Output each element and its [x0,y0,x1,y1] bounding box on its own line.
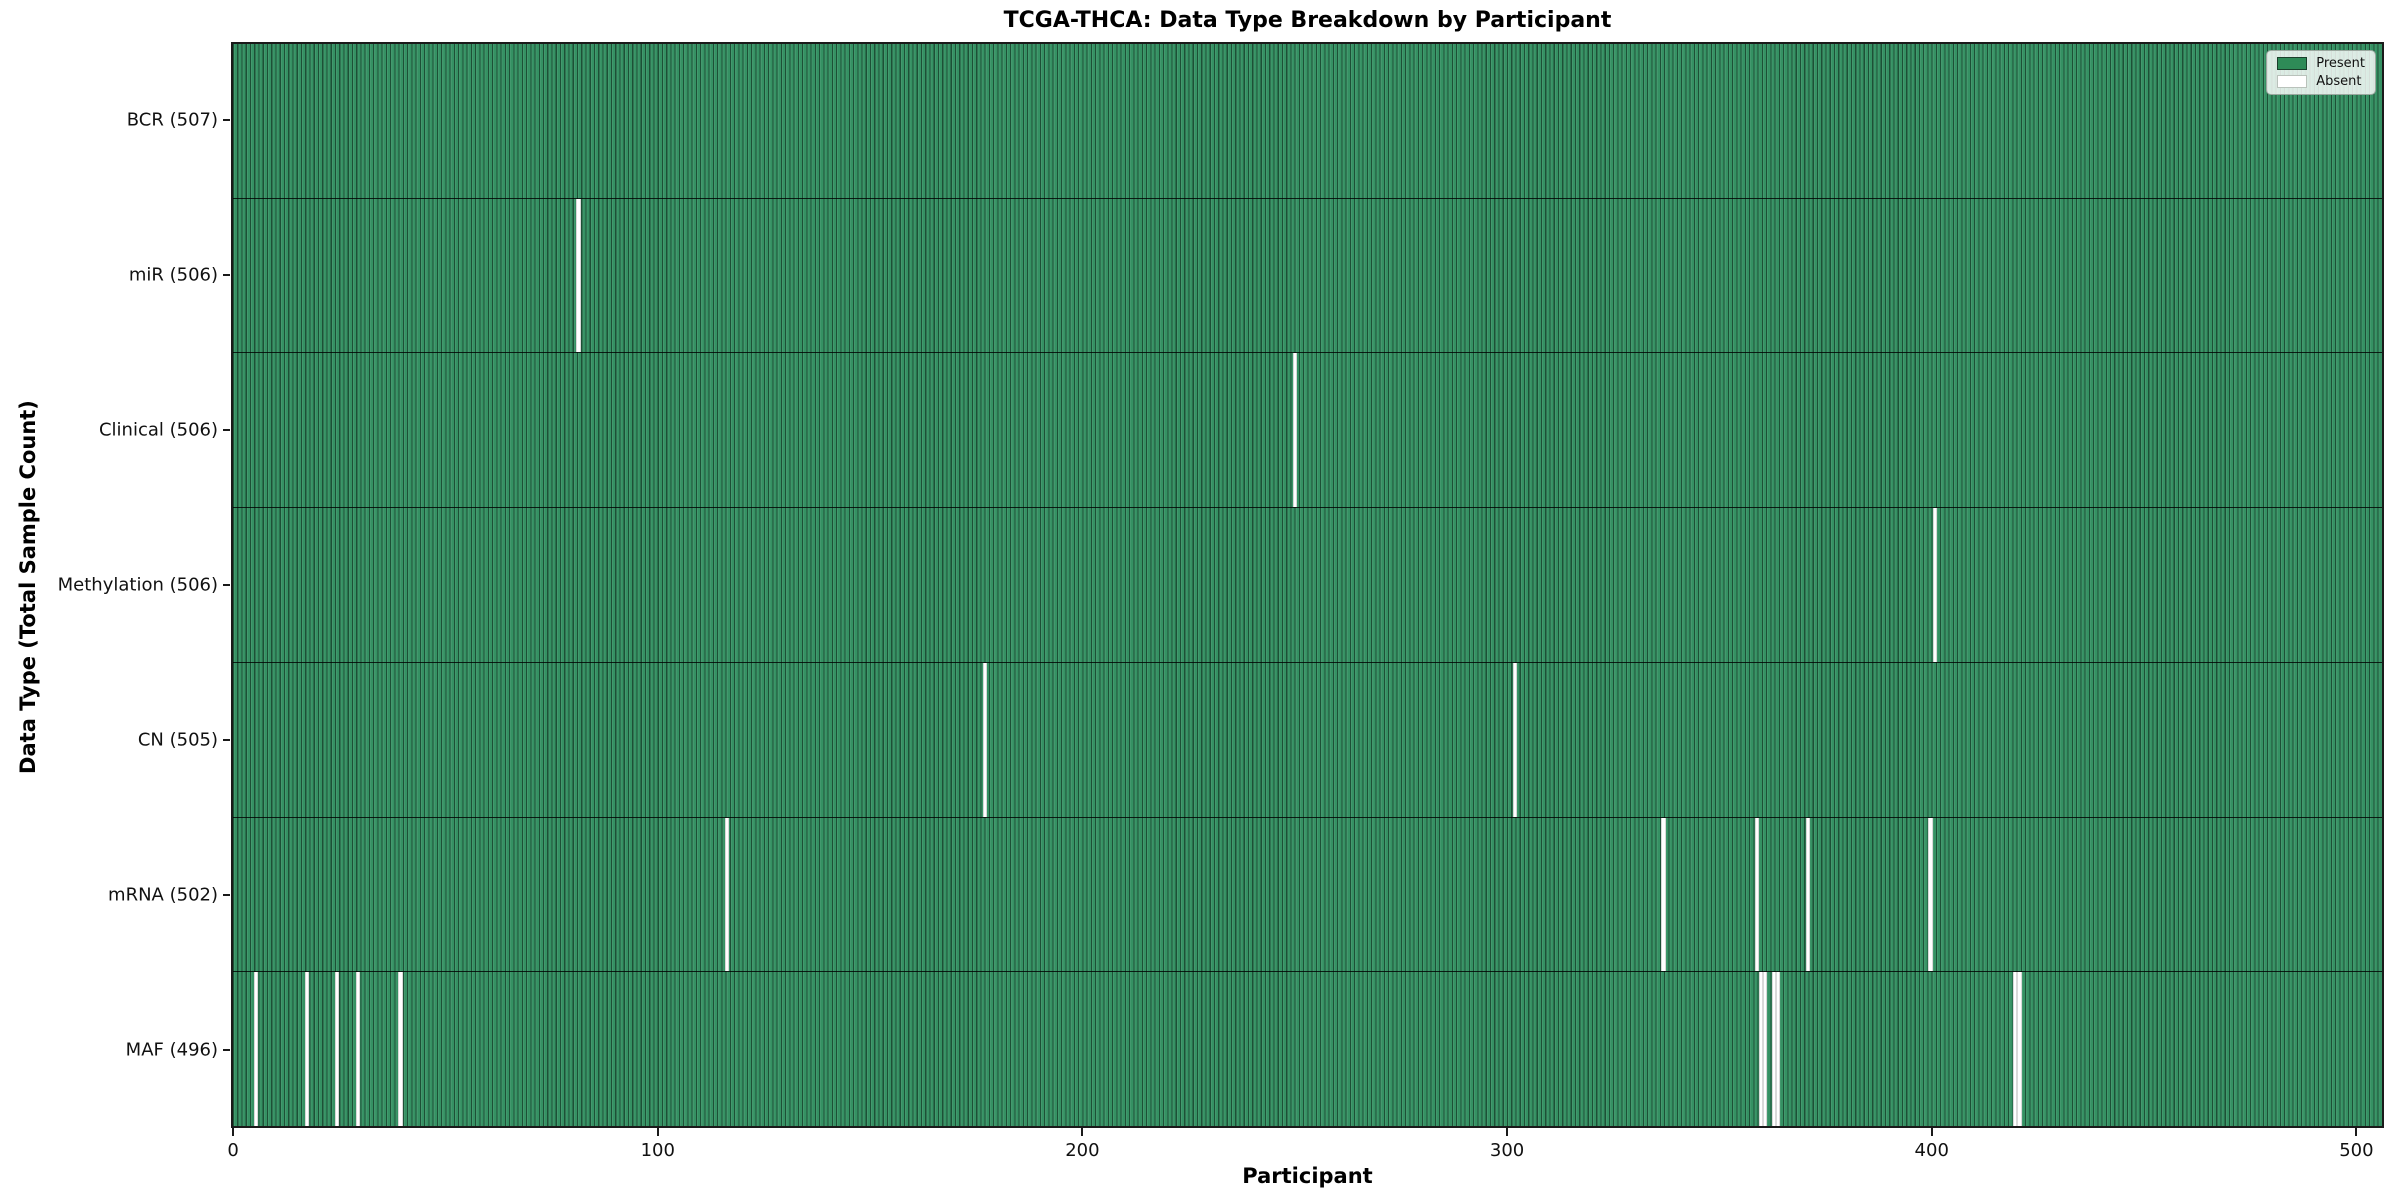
y-tick-label-bcr: BCR (507) [126,109,218,131]
y-tick-mark [223,894,230,897]
absent-mark [983,662,988,817]
y-tick-mark [223,118,230,121]
y-tick-mark [223,1049,230,1052]
absent-mark [1763,972,1768,1127]
y-tick-mark [223,273,230,276]
x-tick-mark [232,1128,235,1136]
legend-item-present: Present [2277,57,2365,70]
x-tick-label: 200 [1065,1140,1100,1161]
datatype-row-clinical [233,353,2382,509]
absent-mark [1928,817,1933,972]
x-tick-label: 100 [640,1140,675,1161]
datatype-row-mir [233,198,2382,354]
absent-mark [398,972,403,1127]
y-tick-label-mrna: mRNA (502) [108,884,218,906]
y-tick-label-cn: CN (505) [137,729,218,751]
y-tick-label-maf: MAF (496) [125,1039,218,1061]
datatype-row-methylation [233,508,2382,663]
absent-mark [1758,972,1764,1127]
x-tick-label: 500 [2339,1140,2374,1161]
datatype-row-cn [233,662,2382,818]
absent-mark [2013,972,2018,1127]
x-tick-label: 300 [1489,1140,1525,1161]
y-tick-mark [223,739,230,742]
absent-mark [1771,972,1776,1127]
y-tick-label-clinical: Clinical (506) [98,419,218,441]
plot-area: Present Absent [231,42,2384,1128]
absent-mark [724,817,729,972]
y-tick-mark [223,428,230,431]
absent-mark [576,198,581,353]
chart-title: TCGA-THCA: Data Type Breakdown by Partic… [1003,8,1612,33]
legend-swatch-present [2277,57,2308,70]
absent-mark [2017,972,2022,1127]
absent-mark [1661,817,1666,972]
absent-mark [305,972,310,1127]
legend-label-present: Present [2316,56,2365,71]
absent-mark [1754,817,1759,972]
datatype-row-mrna [233,817,2382,973]
absent-mark [254,972,259,1127]
legend-label-absent: Absent [2316,74,2362,89]
y-tick-mark [223,584,230,586]
absent-mark [1292,353,1297,508]
absent-mark [1775,972,1781,1127]
datatype-row-maf [233,972,2382,1127]
legend: Present Absent [2266,50,2376,95]
absent-mark [355,972,361,1127]
datatype-row-bcr [233,44,2382,199]
absent-mark [334,972,339,1127]
y-tick-label-mir: miR (506) [128,264,218,286]
absent-mark [1513,662,1518,817]
absent-mark [1932,508,1937,662]
absent-mark [1805,817,1810,972]
legend-swatch-absent [2277,75,2308,88]
x-tick-mark [1930,1128,1933,1136]
x-tick-mark [2355,1128,2358,1136]
x-tick-mark [1081,1128,1084,1136]
x-tick-mark [1506,1128,1509,1136]
x-tick-label: 400 [1914,1140,1949,1161]
x-tick-mark [656,1128,659,1136]
x-axis-label: Participant [1242,1164,1373,1188]
x-tick-label: 0 [227,1140,239,1161]
y-tick-label-methylation: Methylation (506) [57,574,218,596]
legend-item-absent: Absent [2277,75,2365,88]
